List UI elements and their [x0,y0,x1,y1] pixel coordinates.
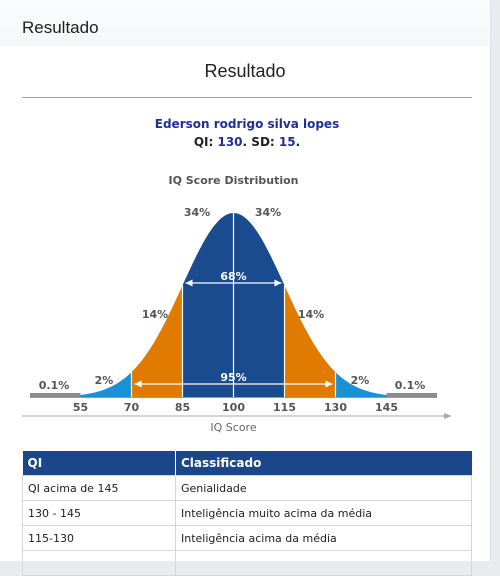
table-header-row: QI Classificado [22,451,472,476]
x-tick-label-0: 55 [73,401,88,414]
table-row [22,550,472,576]
qi-label: QI: [193,135,214,149]
title-divider [22,97,472,98]
band-label-5: 14% [298,308,324,321]
classification-table: QI Classificado QI acima de 145 Genialid… [22,451,472,576]
x-tick-label-1: 70 [124,401,140,414]
annotation-arrow-left-1 [134,380,142,388]
band-5 [284,285,336,397]
table-cell-classification [175,550,472,576]
band-3 [182,213,234,397]
table-cell-qi: QI acima de 145 [22,475,176,501]
x-tick-label-2: 85 [175,401,190,414]
page-title: Resultado [204,61,286,81]
band-4 [233,213,285,397]
sd-period: . [295,135,301,149]
band-label-3: 34% [184,206,210,219]
chart-title: IQ Score Distribution [168,174,298,187]
window-title: Resultado [22,18,99,37]
table-cell-qi: 115-130 [22,525,176,551]
iq-summary: QI: 130. SD: 15. [0,135,494,149]
column-header-classificado: Classificado [175,451,472,476]
table-cell-qi [22,550,176,576]
band-0 [30,393,81,397]
table-row: 130 - 145 Inteligência muito acima da mé… [22,500,472,526]
person-name: Ederson rodrigo silva lopes [154,117,340,131]
column-header-qi: QI [22,451,176,476]
band-7 [386,393,437,397]
sd-value: 15 [278,135,296,149]
band-label-1: 2% [95,374,114,387]
band-6 [335,372,387,397]
qi-period: . [242,135,248,149]
iq-distribution-chart: IQ Score Distribution 0.1% 2% 14% 34% 34% 14% 2… [22,174,452,434]
annotation-arrow-left-0 [185,279,193,287]
band-label-6: 2% [351,374,370,387]
table-cell-classification: Genialidade [175,475,472,501]
x-tick-label-4: 115 [273,401,296,414]
table-cell-qi: 130 - 145 [22,500,176,526]
annotation-arrow-right-0 [274,279,282,287]
band-1 [80,372,132,397]
x-tick-label-6: 145 [375,401,398,414]
annotation-arrow-right-1 [325,380,333,388]
band-label-0: 0.1% [39,379,70,392]
table-cell-classification: Inteligência muito acima da média [175,500,472,526]
qi-value: 130 [217,135,243,149]
annotation-label-1: 95% [220,371,246,384]
result-card: Resultado Ederson rodrigo silva lopes QI… [0,46,494,576]
band-label-4: 34% [255,206,281,219]
table-cell-classification: Inteligência acima da média [175,525,472,551]
band-label-2: 14% [142,308,168,321]
x-tick-label-5: 130 [324,401,347,414]
sd-label: SD: [251,135,275,149]
table-row: 115-130 Inteligência acima da média [22,525,472,551]
band-label-7: 0.1% [395,379,426,392]
table-row: QI acima de 145 Genialidade [22,475,472,501]
x-tick-label-3: 100 [222,401,245,414]
x-axis-label: IQ Score [210,421,256,434]
band-2 [131,285,183,397]
annotation-label-0: 68% [220,270,246,283]
x-axis-arrowhead [444,413,452,419]
